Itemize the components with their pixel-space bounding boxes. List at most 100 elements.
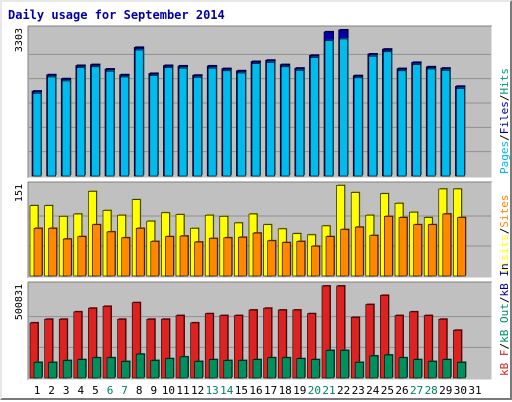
- x-tick-label: 17: [264, 384, 277, 397]
- bar-sites: [194, 241, 203, 277]
- bar-kb-out: [208, 359, 218, 379]
- x-tick-label: 12: [191, 384, 204, 397]
- bar-kb-out: [238, 360, 247, 379]
- legend-entry: Pages: [498, 141, 511, 174]
- bar-sites: [92, 224, 101, 277]
- bar-kb-out: [121, 361, 130, 379]
- x-tick-label: 14: [220, 384, 234, 397]
- bar-kb-out: [33, 362, 43, 379]
- bar-pages: [222, 70, 232, 177]
- bar-kb-out: [281, 357, 291, 379]
- bar-kb-out: [427, 361, 437, 379]
- x-tick-label: 5: [92, 384, 99, 397]
- bar-kb-out: [165, 358, 174, 379]
- bar-sites: [62, 238, 72, 277]
- bar-sites: [311, 245, 320, 277]
- bar-kb-out: [296, 358, 306, 379]
- bar-kb-out: [77, 359, 87, 379]
- bar-sites: [267, 240, 276, 277]
- bar-sites: [48, 228, 57, 277]
- x-tick-label: 7: [121, 384, 128, 397]
- bar-pages: [339, 38, 348, 177]
- legend-entry: Files: [498, 101, 511, 134]
- legend-entry: /: [498, 95, 511, 102]
- y-max-label: 500831: [14, 284, 25, 320]
- bar-pages: [441, 70, 451, 177]
- bar-pages: [412, 64, 421, 177]
- x-tick-label: 6: [107, 384, 114, 397]
- bar-pages: [149, 75, 159, 177]
- bar-kb-out: [354, 362, 364, 379]
- x-tick-label: 18: [279, 384, 292, 397]
- bar-kb-out: [311, 359, 320, 379]
- bar-pages: [105, 70, 115, 177]
- bar-kb-out: [135, 353, 145, 379]
- bar-sites: [442, 213, 452, 277]
- legend-entry: Visits: [498, 234, 511, 274]
- bar-kb-out: [194, 361, 203, 379]
- legend-entry: kB F: [498, 350, 511, 377]
- bar-kb-out: [369, 355, 379, 379]
- x-tick-label: 26: [395, 384, 408, 397]
- x-tick-label: 29: [439, 384, 452, 397]
- bar-sites: [135, 228, 145, 277]
- legend: kB F/kB Out/kB In: [498, 263, 511, 376]
- bar-pages: [237, 72, 246, 177]
- x-tick-label: 13: [206, 384, 219, 397]
- bar-pages: [368, 55, 378, 177]
- x-tick-label: 11: [176, 384, 189, 397]
- x-tick-label: 3: [63, 384, 70, 397]
- x-tick-label: 19: [293, 384, 306, 397]
- bar-pages: [280, 66, 290, 177]
- bar-sites: [296, 241, 306, 277]
- bar-sites: [384, 216, 393, 277]
- bar-pages: [61, 80, 71, 177]
- bar-pages: [353, 77, 363, 177]
- x-tick-label: 27: [410, 384, 423, 397]
- bar-sites: [457, 217, 466, 277]
- bar-pages: [324, 40, 334, 177]
- bar-pages: [91, 66, 100, 177]
- bar-kb-out: [267, 357, 276, 379]
- bar-kb-out: [179, 356, 189, 379]
- x-tick-label: 23: [352, 384, 365, 397]
- bar-pages: [47, 76, 56, 177]
- x-tick-label: 24: [366, 384, 380, 397]
- bar-pages: [310, 57, 319, 177]
- x-tick-label: 22: [337, 384, 350, 397]
- bar-kb-out: [150, 360, 160, 379]
- bar-pages: [120, 76, 129, 177]
- bar-kb-out: [325, 350, 335, 379]
- bar-kb-out: [62, 360, 72, 379]
- bar-pages: [207, 67, 217, 177]
- x-tick-label: 4: [77, 384, 84, 397]
- bar-sites: [165, 236, 174, 277]
- bar-pages: [397, 70, 407, 177]
- bar-pages: [32, 93, 42, 177]
- x-tick-label: 28: [425, 384, 438, 397]
- x-tick-label: 31: [468, 384, 481, 397]
- bar-kb-out: [92, 357, 101, 379]
- bar-pages: [193, 77, 202, 177]
- bar-sites: [150, 241, 160, 277]
- bar-sites: [325, 236, 335, 277]
- x-tick-label: 10: [162, 384, 175, 397]
- bar-pages: [251, 63, 261, 177]
- bar-sites: [427, 224, 437, 277]
- bar-sites: [281, 242, 291, 277]
- x-tick-label: 16: [249, 384, 262, 397]
- bar-kb-out: [106, 357, 116, 379]
- x-tick-label: 2: [48, 384, 55, 397]
- legend-entry: Hits: [498, 68, 511, 95]
- bar-pages: [295, 70, 305, 177]
- legend-entry: kB In: [498, 263, 511, 296]
- bar-sites: [354, 226, 364, 277]
- x-tick-label: 8: [136, 384, 143, 397]
- bar-pages: [266, 62, 275, 177]
- bar-sites: [33, 228, 43, 277]
- bar-pages: [164, 67, 173, 177]
- chart-title: Daily usage for September 2014: [8, 8, 225, 22]
- bar-sites: [208, 238, 218, 277]
